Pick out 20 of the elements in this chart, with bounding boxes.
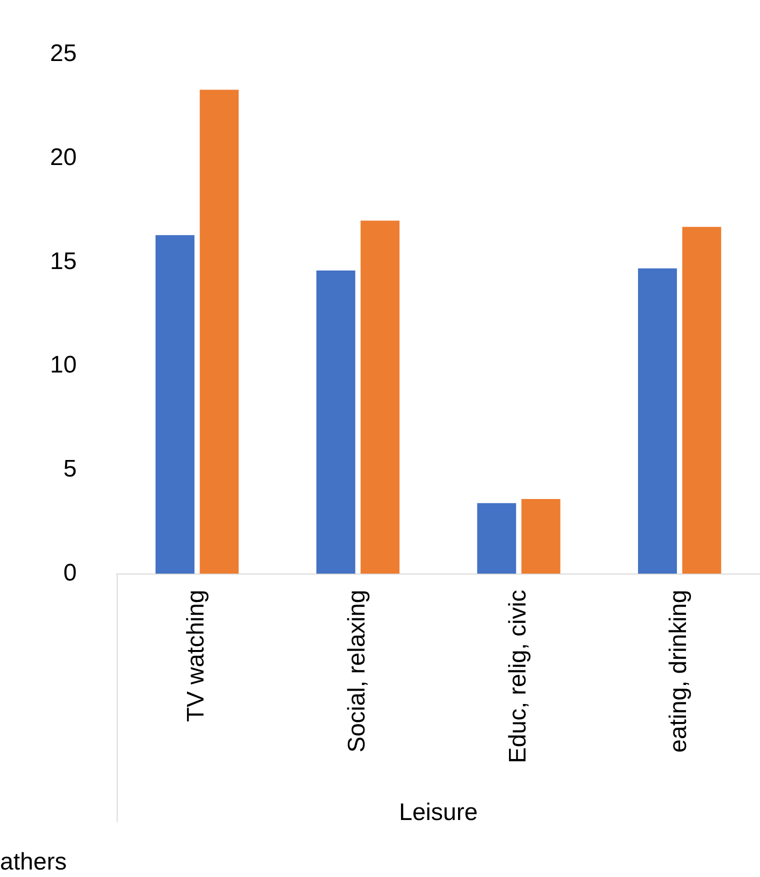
x-tick-label: TV watching <box>182 590 210 722</box>
bar <box>200 90 239 574</box>
bar <box>682 226 722 574</box>
y-tick-label: 10 <box>50 352 77 379</box>
y-tick-label: 20 <box>50 144 77 171</box>
y-tick-label: 5 <box>63 456 77 483</box>
bar <box>316 270 356 574</box>
x-tick-label: eating, drinking <box>665 590 692 753</box>
x-axis-title: Leisure <box>398 799 478 826</box>
y-tick-label: 0 <box>63 559 77 586</box>
text: athers <box>0 848 67 876</box>
y-tick-label: 15 <box>50 248 77 275</box>
bar <box>638 268 677 574</box>
bar <box>360 220 400 574</box>
bar <box>521 499 560 574</box>
bar <box>156 235 194 574</box>
x-tick-label: Social, relaxing <box>344 590 371 753</box>
bar <box>477 503 516 574</box>
x-tick-label: Educ, relig, civic <box>504 590 532 764</box>
y-tick-label: 25 <box>50 40 77 68</box>
